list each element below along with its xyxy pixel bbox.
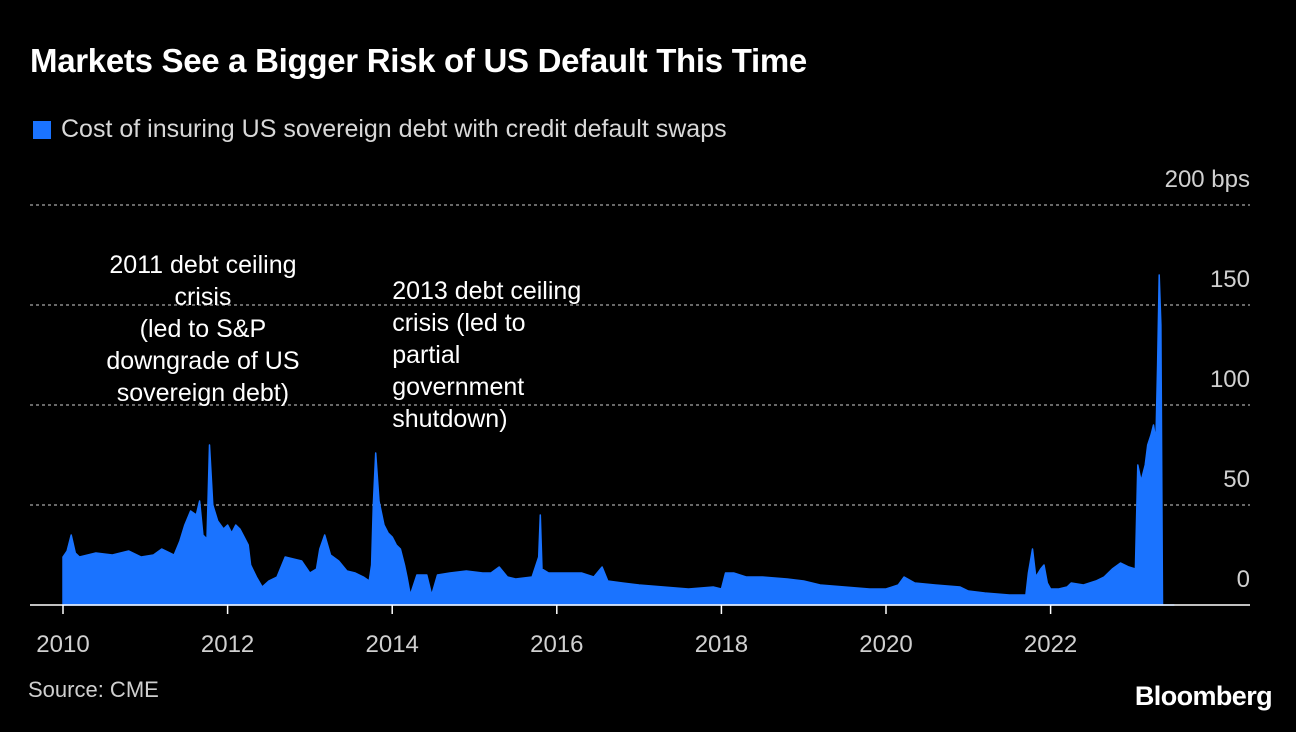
legend-swatch bbox=[33, 120, 51, 139]
legend-label: Cost of insuring US sovereign debt with … bbox=[61, 115, 727, 143]
x-tick-label: 2020 bbox=[859, 631, 912, 658]
gridlines bbox=[30, 204, 1250, 506]
annotation-2: 2013 debt ceiling crisis (led to partial go… bbox=[392, 277, 581, 433]
x-tick-label: 2012 bbox=[201, 631, 254, 658]
annotation-line: government bbox=[392, 373, 524, 401]
x-tick-label: 2016 bbox=[530, 631, 583, 658]
annotation-line: (led to S&P bbox=[140, 315, 266, 343]
y-tick-label: 150 bbox=[1210, 266, 1250, 293]
y-tick-label: 100 bbox=[1210, 366, 1250, 393]
annotation-line: crisis bbox=[174, 283, 231, 311]
series-layer bbox=[62, 274, 1175, 606]
cds-area-series bbox=[62, 274, 1175, 606]
y-tick-label: 0 bbox=[1237, 566, 1250, 593]
x-tick-label: 2018 bbox=[695, 631, 748, 658]
brand-logo: Bloomberg bbox=[1134, 681, 1273, 711]
legend: Cost of insuring US sovereign debt with … bbox=[33, 115, 727, 144]
y-tick-label: 50 bbox=[1223, 466, 1250, 493]
annotation-line: sovereign debt) bbox=[117, 379, 289, 407]
annotation-line: partial bbox=[392, 341, 460, 369]
source-note: Source: CME bbox=[28, 677, 159, 702]
axes: 0 50 100 150 200 bps 2010 2012 2014 2016 2018 2020… bbox=[30, 166, 1250, 658]
x-tick-label: 2010 bbox=[36, 631, 89, 658]
y-tick-label: 200 bps bbox=[1165, 166, 1250, 193]
annotation-1: 2011 debt ceiling crisis (led to S&P downgr… bbox=[106, 251, 299, 407]
annotation-line: 2011 debt ceiling bbox=[109, 251, 296, 279]
annotation-line: crisis (led to bbox=[392, 309, 525, 337]
x-tick-label: 2022 bbox=[1024, 631, 1077, 658]
chart-title: Markets See a Bigger Risk of US Default … bbox=[30, 42, 807, 79]
annotations: 2011 debt ceiling crisis (led to S&P downgr… bbox=[106, 251, 581, 433]
annotation-line: shutdown) bbox=[392, 405, 507, 433]
x-tick-label: 2014 bbox=[366, 631, 419, 658]
annotation-line: downgrade of US bbox=[106, 347, 299, 375]
annotation-line: 2013 debt ceiling bbox=[392, 277, 581, 305]
